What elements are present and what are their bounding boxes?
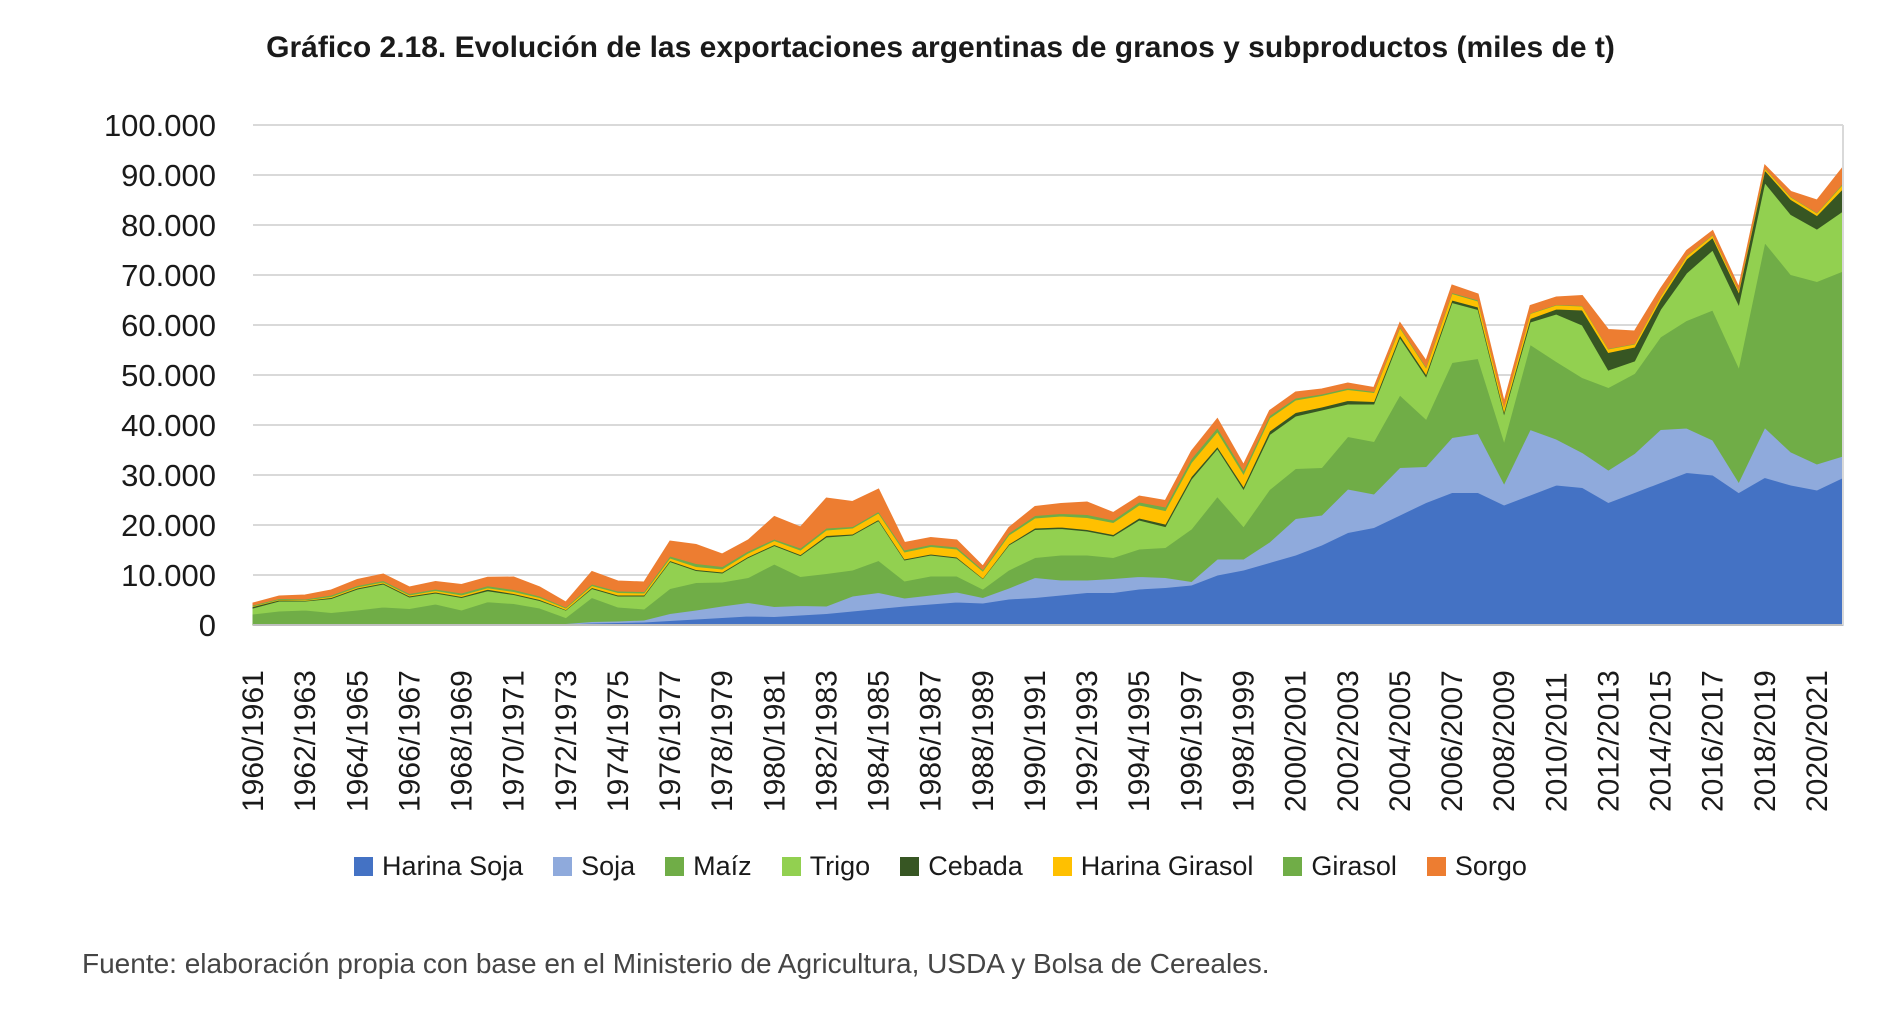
legend-swatch-harina-girasol xyxy=(1052,857,1072,876)
x-axis-label: 2014/2015 xyxy=(1645,670,1678,812)
x-axis-label: 2020/2021 xyxy=(1801,670,1834,812)
x-axis-label: 1968/1969 xyxy=(446,670,479,812)
legend-label: Sorgo xyxy=(1454,851,1527,881)
x-axis-label: 2002/2003 xyxy=(1332,670,1365,812)
x-axis-label: 1962/1963 xyxy=(289,670,322,812)
legend-label: Harina Girasol xyxy=(1080,851,1254,881)
y-axis-label: 40.000 xyxy=(121,408,216,443)
legend-item-trigo: Trigo xyxy=(781,851,871,882)
y-axis-label: 100.000 xyxy=(104,108,216,143)
x-axis-label: 1996/1997 xyxy=(1175,670,1208,812)
source-note: Fuente: elaboración propia con base en e… xyxy=(82,948,1270,979)
x-axis-label: 2004/2005 xyxy=(1384,670,1417,812)
y-axis-label: 70.000 xyxy=(121,258,216,293)
x-axis-label: 2006/2007 xyxy=(1436,670,1469,812)
legend-item-soja: Soja xyxy=(553,851,635,882)
legend-item-maiz: Maíz xyxy=(665,851,752,882)
x-axis-label: 2012/2013 xyxy=(1592,670,1625,812)
x-axis-label: 1964/1965 xyxy=(341,670,374,812)
x-axis-label: 2010/2011 xyxy=(1540,672,1573,812)
x-axis-label: 1974/1975 xyxy=(602,670,635,812)
legend-label: Soja xyxy=(581,851,636,881)
legend-swatch-soja xyxy=(553,857,573,876)
x-axis-label: 2000/2001 xyxy=(1280,670,1313,812)
y-axis-label: 20.000 xyxy=(121,508,216,543)
legend-swatch-maiz xyxy=(665,857,685,876)
legend-swatch-girasol xyxy=(1283,857,1303,876)
x-axis-label: 1990/1991 xyxy=(1019,670,1052,812)
x-axis-label: 1998/1999 xyxy=(1228,670,1261,812)
legend-label: Trigo xyxy=(809,851,871,881)
chart-title: Gráfico 2.18. Evolución de las exportaci… xyxy=(266,31,1615,64)
legend-label: Cebada xyxy=(928,851,1023,881)
y-axis-label: 90.000 xyxy=(121,158,216,193)
x-axis-label: 1976/1977 xyxy=(654,670,687,812)
x-axis-label: 1994/1995 xyxy=(1123,670,1156,812)
x-axis-label: 1992/1993 xyxy=(1071,670,1104,812)
legend-item-harina-soja: Harina Soja xyxy=(354,851,523,882)
legend-swatch-harina-soja xyxy=(354,857,374,876)
legend-label: Maíz xyxy=(693,851,752,881)
x-axis-label: 1988/1989 xyxy=(967,670,1000,812)
legend-item-sorgo: Sorgo xyxy=(1426,851,1527,882)
legend-swatch-sorgo xyxy=(1426,857,1446,876)
x-axis-label: 1972/1973 xyxy=(550,670,583,812)
x-axis-label: 1978/1979 xyxy=(706,670,739,812)
y-axis-label: 10.000 xyxy=(121,558,216,593)
legend: Harina Soja Soja Maíz Trigo Cebada Harina Gir… xyxy=(0,851,1881,882)
legend-item-girasol: Girasol xyxy=(1283,851,1397,882)
legend-item-cebada: Cebada xyxy=(900,851,1023,882)
y-axis-label: 50.000 xyxy=(121,358,216,393)
x-axis-label: 1970/1971 xyxy=(498,670,531,812)
y-axis-label: 80.000 xyxy=(121,208,216,243)
x-axis-label: 1986/1987 xyxy=(915,670,948,812)
x-axis-label: 1966/1967 xyxy=(393,670,426,812)
x-axis-label: 1984/1985 xyxy=(863,670,896,812)
x-axis-label: 1980/1981 xyxy=(758,670,791,812)
y-axis-label: 0 xyxy=(199,608,216,643)
y-axis-label: 30.000 xyxy=(121,458,216,493)
legend-item-harina-girasol: Harina Girasol xyxy=(1052,851,1254,882)
x-axis-label: 2018/2019 xyxy=(1749,670,1782,812)
x-axis-label: 1960/1961 xyxy=(237,670,270,812)
y-axis-label: 60.000 xyxy=(121,308,216,343)
x-axis-label: 2016/2017 xyxy=(1697,670,1730,812)
x-axis-label: 1982/1983 xyxy=(810,670,843,812)
legend-label: Girasol xyxy=(1311,851,1397,881)
legend-swatch-trigo xyxy=(781,857,801,876)
legend-swatch-cebada xyxy=(900,857,920,876)
x-axis-label: 2008/2009 xyxy=(1488,670,1521,812)
legend-label: Harina Soja xyxy=(382,851,524,881)
